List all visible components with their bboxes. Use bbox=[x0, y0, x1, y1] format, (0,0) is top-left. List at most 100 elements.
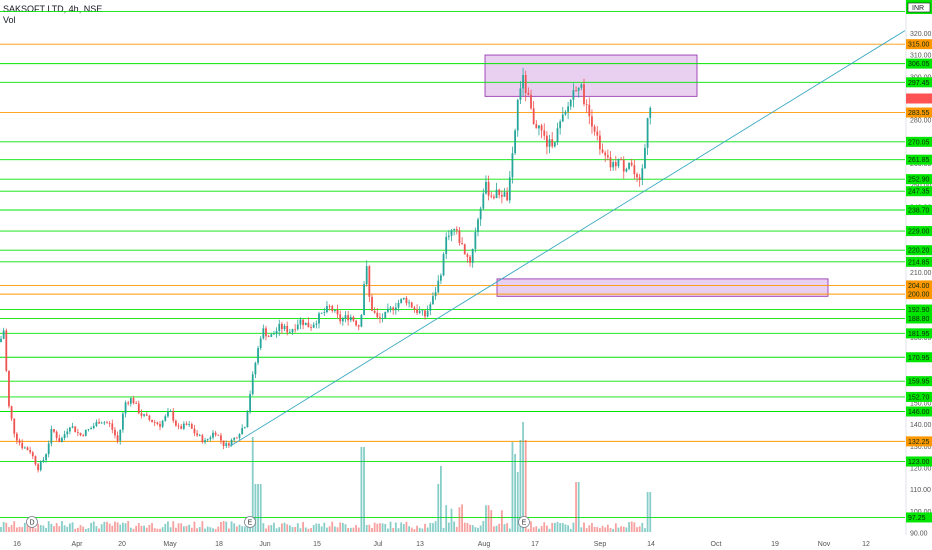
volume-bar bbox=[479, 525, 482, 532]
candle-body bbox=[235, 437, 238, 439]
candle-body bbox=[649, 107, 652, 119]
volume-bar bbox=[281, 523, 283, 532]
volume-bar bbox=[365, 524, 368, 532]
orange-level-badge bbox=[906, 280, 932, 291]
orange-level-label: 204.00 bbox=[908, 283, 930, 290]
candle-body bbox=[334, 309, 336, 311]
event-marker bbox=[244, 516, 256, 528]
volume-bar bbox=[84, 528, 87, 532]
volume-bar bbox=[291, 527, 294, 532]
volume-bar bbox=[397, 528, 400, 532]
candle-body bbox=[344, 315, 347, 319]
time-tick-label: Apr bbox=[72, 541, 84, 548]
candle-body bbox=[548, 139, 551, 147]
candle-body bbox=[148, 415, 151, 420]
candle-body bbox=[604, 152, 607, 156]
volume-bar bbox=[614, 523, 617, 532]
volume-bar bbox=[485, 505, 487, 532]
candle-body bbox=[633, 165, 636, 175]
volume-bar bbox=[294, 527, 297, 532]
candle-body bbox=[296, 324, 299, 330]
candle-body bbox=[137, 403, 140, 414]
volume-bar bbox=[490, 510, 493, 532]
candle-body bbox=[636, 174, 638, 178]
volume-bar bbox=[604, 527, 607, 532]
volume-bar bbox=[482, 521, 485, 532]
candle-body bbox=[304, 322, 307, 326]
candle-body bbox=[278, 323, 281, 331]
volume-bar bbox=[410, 527, 413, 532]
volume-bar bbox=[458, 507, 461, 532]
candle-body bbox=[511, 153, 514, 178]
candle-body bbox=[288, 332, 291, 333]
green-level-badge bbox=[906, 205, 932, 216]
trendline-layer bbox=[229, 30, 906, 447]
candle-body bbox=[331, 306, 334, 311]
current-price-badge bbox=[906, 93, 932, 104]
candle-body bbox=[373, 310, 376, 313]
volume-bar bbox=[16, 527, 18, 532]
candle-body bbox=[564, 111, 567, 115]
candle-body bbox=[39, 461, 42, 471]
candle-body bbox=[588, 104, 591, 117]
candle-body bbox=[580, 84, 583, 88]
candle-body bbox=[0, 338, 2, 342]
candle-body bbox=[198, 435, 201, 436]
candle-body bbox=[151, 419, 153, 423]
time-axis: 16 Apr 20 May 18 Jun 15 Jul 13 Aug 17 Sep 14 Oct 19 Nov… bbox=[13, 541, 870, 548]
volume-bar bbox=[487, 505, 490, 532]
candle-body bbox=[466, 254, 469, 257]
candle-body bbox=[167, 411, 169, 417]
candle-body bbox=[246, 411, 249, 428]
green-level-label: 192.90 bbox=[908, 307, 930, 314]
orange-level-badge bbox=[906, 39, 932, 50]
volume-bar bbox=[87, 528, 90, 532]
green-level-badge bbox=[906, 352, 932, 363]
volume-bar bbox=[424, 523, 426, 532]
candle-body bbox=[180, 426, 183, 429]
green-level-label: 247.35 bbox=[908, 189, 930, 196]
volume-bar bbox=[413, 528, 416, 532]
price-tick-label: 110.00 bbox=[910, 487, 931, 494]
candle-body bbox=[92, 425, 95, 429]
candle-body bbox=[530, 94, 532, 109]
volume-bar bbox=[21, 527, 24, 532]
orange-level-label: 283.55 bbox=[908, 110, 930, 117]
time-tick-label: 20 bbox=[118, 541, 126, 548]
volume-bar bbox=[360, 447, 363, 532]
candle-body bbox=[479, 208, 482, 220]
volume-bar bbox=[288, 525, 291, 532]
orange-level-badge bbox=[906, 436, 932, 447]
candle-body bbox=[169, 410, 172, 412]
volume-bar bbox=[164, 523, 167, 532]
volume-bar bbox=[447, 522, 450, 532]
volume-bar bbox=[455, 526, 458, 532]
volume-bar bbox=[175, 527, 177, 532]
volume-bar bbox=[185, 525, 188, 532]
candle-body bbox=[273, 333, 275, 335]
volume-bar bbox=[206, 526, 209, 532]
volume-bar bbox=[466, 522, 469, 532]
candle-body bbox=[50, 429, 53, 444]
volume-bar bbox=[198, 527, 201, 532]
volume-bar bbox=[357, 527, 360, 532]
volume-bar bbox=[498, 523, 501, 532]
green-level-label: 123.00 bbox=[908, 459, 930, 466]
volume-bar bbox=[127, 521, 130, 532]
volume-bar bbox=[172, 521, 175, 532]
candle-body bbox=[614, 162, 617, 167]
candle-body bbox=[551, 139, 554, 147]
candle-body bbox=[127, 402, 130, 404]
candle-body bbox=[577, 87, 580, 91]
volume-bar bbox=[315, 523, 318, 532]
candle-body bbox=[140, 413, 143, 416]
candle-body bbox=[222, 440, 225, 446]
candle-body bbox=[124, 402, 127, 414]
candle-body bbox=[617, 159, 620, 167]
volume-bar bbox=[524, 440, 527, 532]
candle-body bbox=[34, 456, 37, 465]
candle-body bbox=[145, 414, 148, 416]
orange-level-label: 200.00 bbox=[908, 292, 930, 299]
candle-body bbox=[209, 437, 212, 440]
